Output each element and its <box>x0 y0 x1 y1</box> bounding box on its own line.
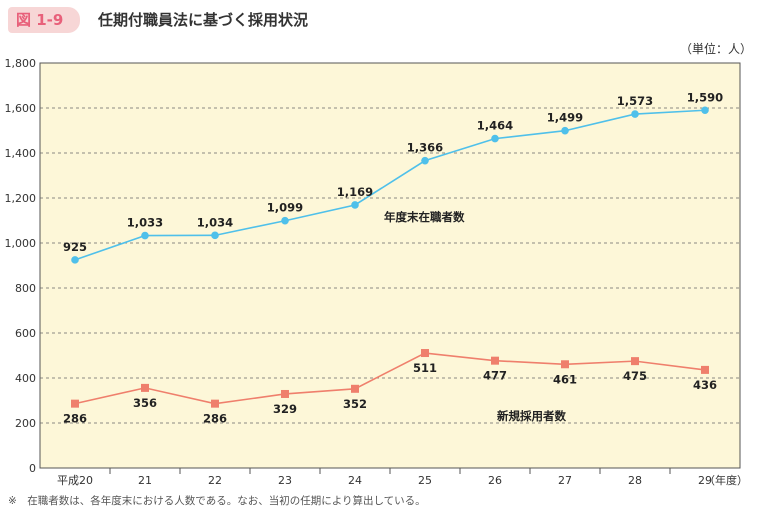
footnote: ※ 在職者数は、各年度末における人数である。なお、当初の任期により算出している。 <box>8 495 426 507</box>
data-label: 356 <box>133 396 157 410</box>
data-point <box>281 216 289 225</box>
data-label: 286 <box>63 412 87 426</box>
x-tick-label: 23 <box>278 474 292 487</box>
x-tick-label: 26 <box>488 474 502 487</box>
data-label: 1,099 <box>267 201 303 215</box>
data-label: 477 <box>483 369 507 383</box>
x-tick-label: 平成20 <box>57 474 93 487</box>
data-point <box>421 349 429 358</box>
x-tick-label: 27 <box>558 474 572 487</box>
data-point <box>351 201 359 209</box>
x-tick-label: 29 <box>698 474 712 487</box>
data-label: 286 <box>203 412 227 426</box>
series-name-label: 新規採用者数 <box>497 409 566 423</box>
data-label: 1,464 <box>477 119 513 133</box>
data-label: 511 <box>413 361 437 375</box>
y-tick-label: 1,000 <box>5 237 37 250</box>
series-line-0 <box>74 109 706 261</box>
y-tick-label: 1,200 <box>5 192 37 205</box>
y-tick-label: 1,600 <box>5 102 37 115</box>
x-tick-label: 22 <box>208 474 222 487</box>
y-tick-label: 400 <box>15 372 36 385</box>
data-label: 1,366 <box>407 141 443 155</box>
series-name-label: 年度末在職者数 <box>384 210 465 224</box>
x-tick-label: 24 <box>348 474 362 487</box>
data-label: 461 <box>553 372 577 386</box>
data-label: 1,169 <box>337 185 373 199</box>
data-label: 352 <box>343 397 367 411</box>
data-label: 925 <box>63 240 87 254</box>
y-tick-label: 1,400 <box>5 147 37 160</box>
data-point <box>141 383 149 392</box>
data-point <box>351 384 359 393</box>
data-label: 475 <box>623 369 647 383</box>
data-point <box>211 231 219 240</box>
data-point <box>631 357 639 366</box>
data-label: 436 <box>693 378 717 392</box>
unit-label: （単位：人） <box>679 42 752 56</box>
data-label: 329 <box>273 402 297 416</box>
data-label: 1,033 <box>127 216 163 230</box>
y-tick-label: 1,800 <box>5 57 37 70</box>
x-tick-label: 28 <box>628 474 642 487</box>
y-tick-label: 800 <box>15 282 36 295</box>
data-point <box>491 134 499 143</box>
y-tick-label: 0 <box>29 462 36 475</box>
data-label: 1,573 <box>617 94 653 108</box>
series-line-1 <box>74 352 706 405</box>
x-tick-label: 25 <box>418 474 432 487</box>
x-axis-suffix: （年度） <box>704 473 748 487</box>
data-label: 1,499 <box>547 111 583 125</box>
data-label: 1,590 <box>687 90 723 104</box>
data-point <box>561 126 569 135</box>
data-point <box>71 256 79 264</box>
data-label: 1,034 <box>197 215 233 229</box>
data-point <box>631 110 639 118</box>
x-tick-label: 21 <box>138 474 152 487</box>
plot-area <box>39 62 741 469</box>
data-point <box>701 365 709 374</box>
data-point <box>141 231 149 240</box>
data-point <box>491 356 499 365</box>
data-point <box>71 399 79 408</box>
data-point <box>701 106 709 115</box>
data-point <box>281 389 289 398</box>
data-point <box>211 399 219 408</box>
y-tick-label: 600 <box>15 327 36 340</box>
data-point <box>421 156 429 165</box>
data-point <box>561 360 569 369</box>
figure-number-badge: 図 1-9 <box>8 7 80 33</box>
chart-title: 任期付職員法に基づく採用状況 <box>98 11 309 29</box>
y-tick-label: 200 <box>15 417 36 430</box>
